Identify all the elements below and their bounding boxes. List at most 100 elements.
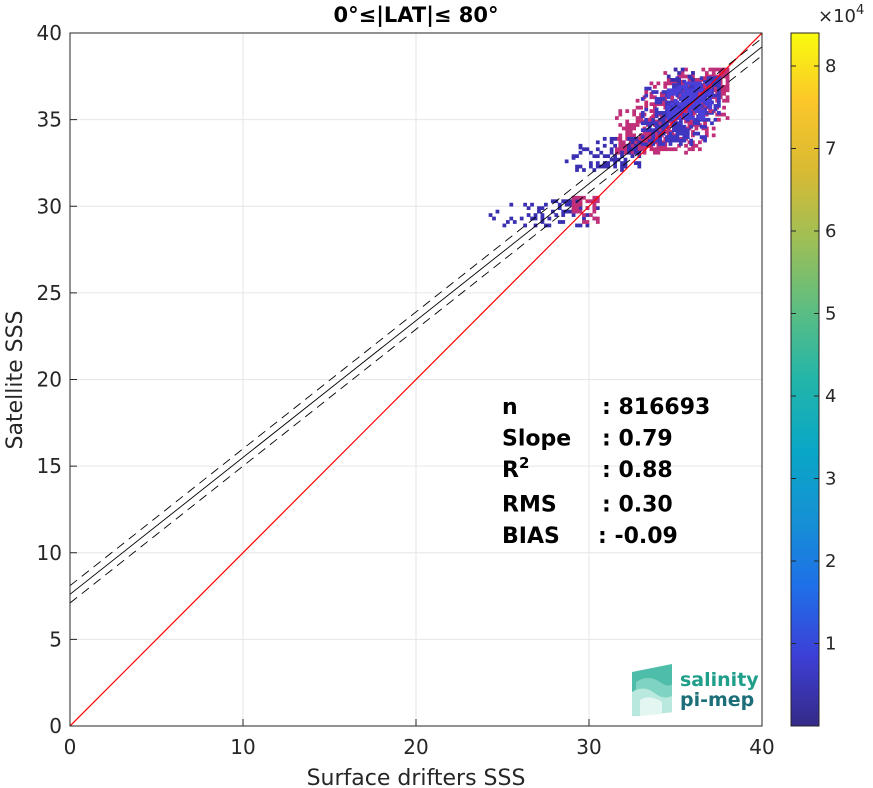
density-cell [621, 147, 626, 152]
density-cell [725, 88, 730, 93]
density-cell [717, 90, 721, 94]
density-cell [613, 136, 617, 141]
density-cell [713, 107, 718, 112]
x-tick-label: 30 [576, 735, 601, 759]
density-cell [687, 112, 692, 117]
density-cell [582, 168, 586, 172]
density-cell [672, 124, 676, 129]
density-cell [680, 105, 685, 110]
density-cell [609, 140, 614, 145]
density-cell [635, 105, 640, 110]
density-cell [637, 164, 642, 169]
y-tick-label: 0 [49, 714, 62, 738]
density-cell [685, 128, 690, 133]
density-cell [640, 142, 645, 146]
y-tick-label: 15 [37, 454, 62, 478]
density-cell [595, 140, 600, 145]
density-cell [637, 140, 642, 145]
density-cell [618, 136, 623, 141]
density-cell [666, 147, 671, 152]
density-cell [677, 112, 681, 117]
density-cell [717, 117, 721, 122]
density-cell [635, 119, 640, 124]
density-cell [606, 154, 611, 159]
density-cell [725, 67, 730, 72]
density-cell [680, 84, 685, 89]
density-cell [678, 128, 683, 133]
density-cell [658, 100, 662, 105]
density-cell [684, 98, 688, 103]
x-tick-label: 20 [403, 735, 428, 759]
density-cell [633, 161, 638, 165]
density-cell [717, 76, 721, 81]
density-cell [568, 199, 572, 204]
density-cell [685, 135, 690, 139]
density-cell [627, 147, 631, 152]
density-cell [694, 84, 699, 89]
density-cell [628, 133, 633, 138]
density-cell [697, 95, 702, 100]
density-cell [725, 78, 730, 82]
density-cell [557, 202, 562, 207]
density-cell [640, 128, 645, 133]
density-cell [625, 126, 630, 131]
density-cell [713, 79, 718, 84]
density-cell [687, 98, 692, 103]
density-cell [644, 128, 649, 133]
density-cell [568, 202, 572, 207]
colorbar-tick-label: 5 [825, 304, 836, 325]
density-cell [684, 74, 688, 79]
density-cell [561, 209, 566, 214]
density-cell [682, 131, 687, 136]
density-cell [672, 135, 676, 139]
density-cell [661, 142, 666, 146]
density-cell [711, 133, 716, 138]
density-cell [653, 150, 657, 155]
density-cell [711, 126, 716, 131]
density-cell [644, 86, 649, 91]
density-cell [670, 78, 675, 82]
density-cell [717, 100, 721, 105]
density-cell [703, 76, 707, 81]
colorbar-tick-label: 2 [825, 551, 836, 572]
density-cell [666, 74, 671, 79]
density-cell [668, 142, 673, 146]
density-cell [592, 216, 597, 221]
density-cell [697, 98, 702, 103]
density-cell [571, 213, 576, 217]
density-cell [722, 91, 726, 96]
logo-text-salinity: salinity [680, 669, 759, 691]
density-cell [575, 199, 579, 204]
density-cell [680, 91, 685, 96]
density-cell [704, 102, 709, 107]
density-cell [632, 123, 637, 127]
density-cell [495, 209, 500, 214]
density-cell [578, 202, 583, 207]
density-cell [625, 119, 630, 124]
y-tick-label: 30 [37, 194, 62, 218]
density-cell [697, 88, 702, 93]
density-cell [658, 131, 662, 136]
density-cell [505, 220, 510, 224]
density-cell [658, 117, 662, 122]
density-cell [694, 81, 699, 86]
density-cell [523, 223, 528, 228]
density-cell [630, 136, 635, 141]
fit-confidence-line [70, 55, 762, 604]
density-cell [575, 168, 579, 172]
density-cell [668, 138, 673, 143]
density-cell [658, 142, 662, 146]
density-cell [633, 136, 638, 141]
density-cell [673, 67, 678, 72]
density-cell [578, 195, 583, 200]
density-cell [684, 109, 688, 113]
density-cell [618, 143, 623, 148]
density-cell [585, 220, 590, 224]
density-cell [640, 138, 645, 143]
density-cell [647, 131, 652, 136]
density-cell [621, 140, 626, 145]
density-cell [649, 102, 654, 107]
density-cell [666, 112, 671, 117]
density-cell [663, 147, 668, 152]
